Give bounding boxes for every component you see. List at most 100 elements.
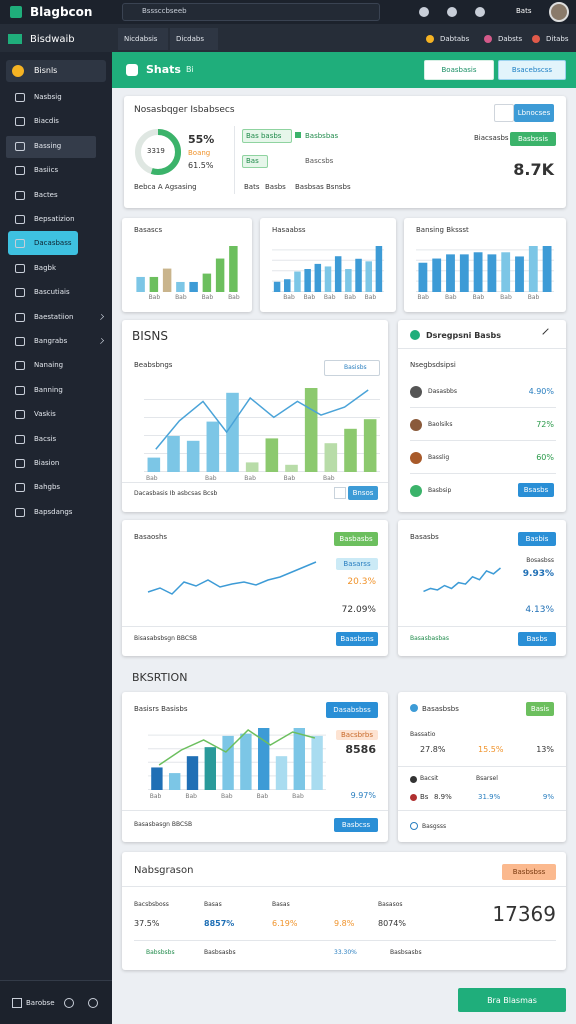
nav-item: Baestatiion bbox=[34, 312, 74, 321]
icon bbox=[410, 794, 417, 801]
nav-item: Bassing bbox=[34, 141, 62, 150]
card bbox=[398, 320, 566, 512]
button[interactable]: Basbis bbox=[518, 532, 556, 546]
icon bbox=[15, 483, 25, 493]
button[interactable]: Bsacebscss bbox=[498, 60, 566, 80]
x-tick-label: Bab bbox=[220, 793, 233, 800]
button[interactable]: Basbcss bbox=[334, 818, 378, 832]
x-tick-label: Bab bbox=[444, 294, 457, 301]
button[interactable]: Basbssis bbox=[510, 132, 556, 146]
bar-chart bbox=[148, 728, 326, 790]
divider bbox=[398, 810, 566, 811]
button[interactable]: Bacsbrbs bbox=[336, 730, 378, 740]
divider bbox=[410, 473, 556, 474]
icon-button[interactable] bbox=[334, 487, 346, 499]
tab[interactable] bbox=[170, 28, 218, 50]
bar bbox=[245, 462, 259, 472]
icon bbox=[8, 34, 22, 44]
x-tick-label: Bab bbox=[283, 294, 295, 301]
icon bbox=[15, 507, 25, 517]
bar bbox=[365, 261, 372, 292]
icon bbox=[15, 288, 25, 298]
search-box[interactable] bbox=[122, 3, 380, 21]
stat: 4.13% bbox=[525, 605, 554, 615]
icon bbox=[15, 361, 25, 371]
button[interactable]: Basarss bbox=[336, 558, 378, 570]
icon bbox=[295, 132, 301, 138]
bar bbox=[293, 728, 305, 790]
button[interactable]: Dasabsbss bbox=[326, 702, 378, 718]
bar bbox=[285, 464, 298, 472]
x-tick-label: Bab bbox=[244, 475, 256, 482]
stat-value: 8074% bbox=[378, 919, 406, 928]
stat-value: 9.8% bbox=[334, 919, 355, 928]
row-name: Dasasbbs bbox=[428, 388, 457, 395]
card-title: Basasbsbs bbox=[422, 705, 459, 713]
footer-text: Dacasbasis Ib asbcsas Bcsb bbox=[134, 490, 218, 497]
avatar bbox=[410, 419, 422, 431]
big-number: 8.7K bbox=[513, 160, 554, 179]
icon bbox=[15, 434, 25, 444]
icon[interactable] bbox=[419, 7, 429, 17]
button[interactable]: Boasbasis bbox=[424, 60, 494, 80]
icon[interactable] bbox=[64, 998, 74, 1008]
nav-item: Bangrabs bbox=[34, 337, 68, 345]
button[interactable] bbox=[324, 360, 380, 376]
chart-title: Basascs bbox=[134, 226, 163, 234]
button[interactable]: Basbs bbox=[518, 632, 556, 646]
bar bbox=[418, 262, 428, 292]
tab[interactable] bbox=[118, 28, 168, 50]
donut-center: 3319 bbox=[147, 147, 165, 155]
icon bbox=[410, 822, 418, 830]
nav-item: Banning bbox=[34, 385, 63, 394]
icon bbox=[15, 410, 25, 420]
x-tick-label: Bab bbox=[283, 475, 296, 482]
button[interactable]: Basbsbss bbox=[502, 864, 556, 880]
button[interactable]: Lbnocses bbox=[514, 104, 554, 122]
bar-chart bbox=[416, 246, 554, 292]
line bbox=[147, 561, 317, 595]
button[interactable]: Basbasbs bbox=[334, 532, 378, 546]
icon bbox=[15, 239, 25, 249]
icon bbox=[410, 330, 420, 340]
icon bbox=[15, 312, 25, 322]
nav-highlight bbox=[6, 135, 96, 158]
button[interactable]: Basis bbox=[526, 702, 554, 716]
divider bbox=[398, 626, 566, 627]
top-link: Dabsts bbox=[498, 35, 523, 43]
footer-text: Bats bbox=[244, 183, 260, 191]
card-title: Dsregpsni Basbs bbox=[426, 331, 501, 340]
nav-selected bbox=[8, 231, 78, 256]
bar bbox=[275, 756, 288, 790]
icon bbox=[15, 459, 25, 468]
icon[interactable] bbox=[475, 7, 485, 17]
bar bbox=[487, 254, 497, 292]
button[interactable]: Baasbsns bbox=[336, 632, 378, 646]
stat: 8586 bbox=[345, 743, 376, 756]
icon bbox=[15, 93, 25, 102]
donut bbox=[135, 129, 181, 175]
divider bbox=[410, 407, 556, 408]
card-subtitle: Nsegbsdsipsi bbox=[410, 361, 456, 369]
button[interactable]: Bsasbs bbox=[518, 483, 554, 497]
bar bbox=[189, 281, 198, 292]
icon[interactable] bbox=[447, 7, 457, 17]
footer-text: Basgsss bbox=[422, 823, 447, 830]
avatar[interactable] bbox=[549, 2, 569, 22]
icon-button[interactable] bbox=[494, 104, 514, 122]
nav-item: Bahgbs bbox=[34, 483, 61, 492]
x-tick-label: Bab bbox=[145, 475, 158, 482]
x-tick-label: Bab bbox=[344, 294, 356, 301]
button[interactable]: Bra Blasmas bbox=[458, 988, 566, 1012]
nav-item: Bacsis bbox=[34, 434, 57, 443]
bar bbox=[515, 256, 524, 292]
donut-sub: 61.5% bbox=[188, 161, 214, 170]
icon[interactable] bbox=[88, 998, 98, 1008]
nav-item-active[interactable] bbox=[6, 60, 106, 82]
nav-item: Bisnls bbox=[34, 66, 58, 75]
bar bbox=[176, 281, 185, 292]
button[interactable]: Bnsos bbox=[348, 486, 378, 500]
card-title: Nosasbqger Isbabsecs bbox=[134, 105, 235, 115]
big-number: 17369 bbox=[492, 902, 556, 926]
stat-label: Basas bbox=[272, 901, 290, 908]
